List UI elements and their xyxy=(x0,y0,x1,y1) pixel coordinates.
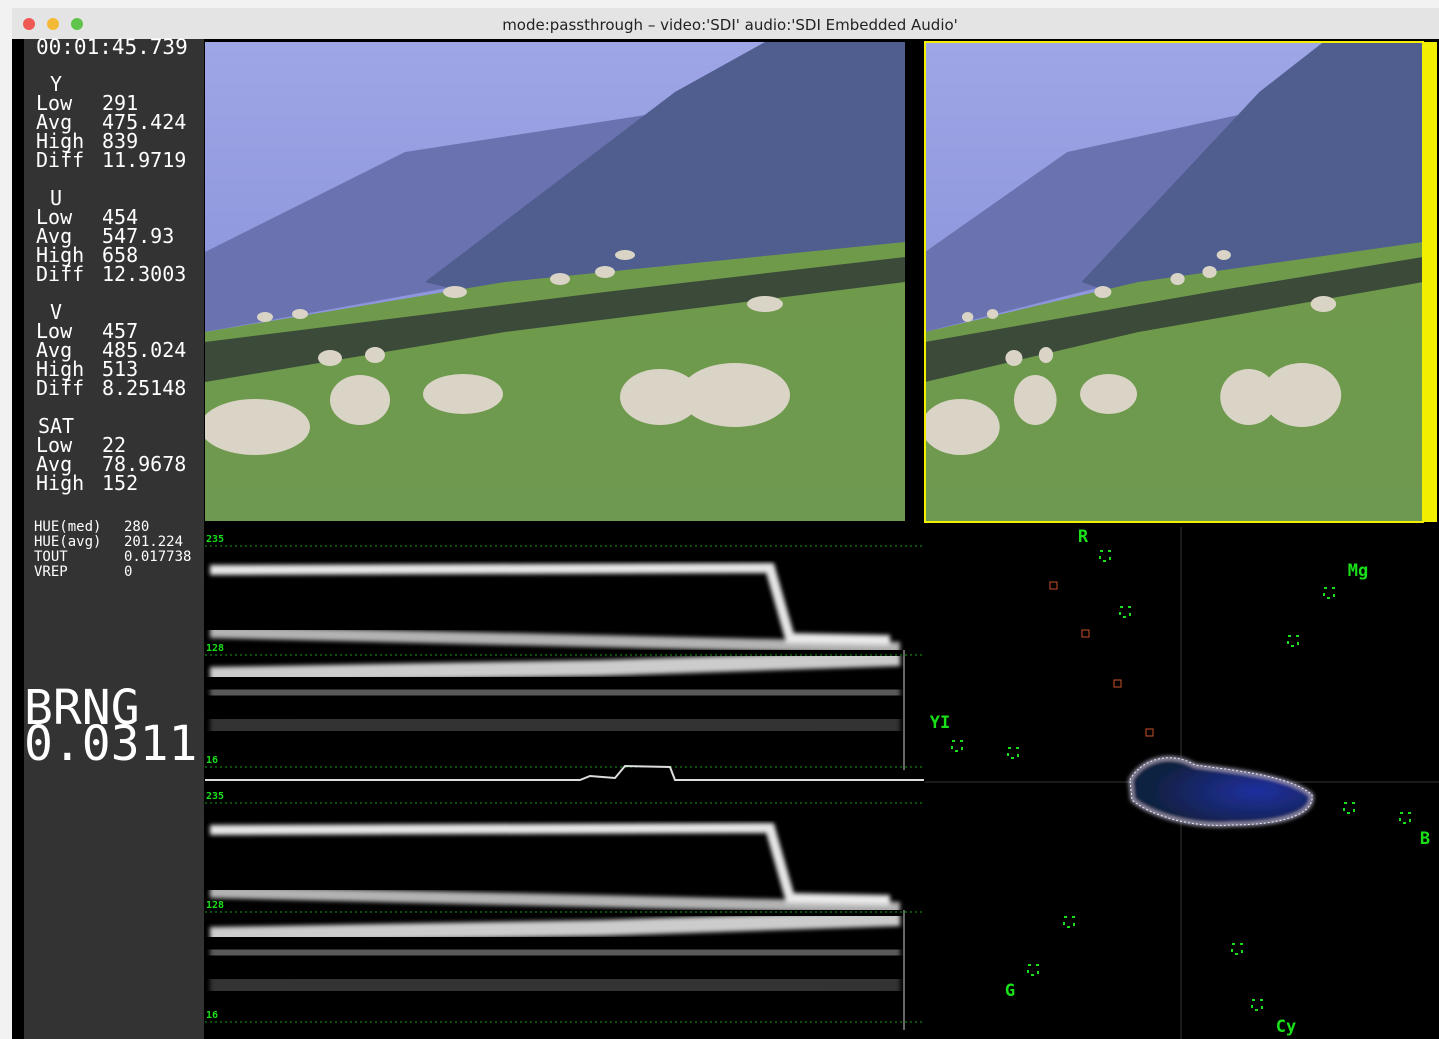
vectorscope-label: G xyxy=(1005,981,1015,1001)
stat-label: Low xyxy=(36,319,73,343)
stat-group-name: Y xyxy=(50,72,62,96)
level-label: 16 xyxy=(206,1010,218,1021)
brng-label: BRNG xyxy=(24,680,140,736)
stat-label: High xyxy=(36,471,84,495)
stat-value: 22 xyxy=(102,433,126,457)
stat-value: 513 xyxy=(102,357,138,381)
brng-value: 0.0311 xyxy=(24,716,197,772)
stats-panel xyxy=(24,39,204,1039)
stat-value: 11.9719 xyxy=(102,148,186,172)
stat-label: Avg xyxy=(36,452,72,476)
vectorscope-label: Cy xyxy=(1276,1017,1296,1037)
level-label: 128 xyxy=(206,643,224,654)
stat-label: HUE(avg) xyxy=(34,534,101,550)
stat-value: 201.224 xyxy=(124,534,183,550)
stat-label: Diff xyxy=(36,148,84,172)
stat-group-name: V xyxy=(50,300,62,324)
stat-value: 475.424 xyxy=(102,110,186,134)
stat-value: 454 xyxy=(102,205,138,229)
zoom-button[interactable] xyxy=(71,18,83,30)
waveform-trace xyxy=(209,910,901,943)
stat-label: High xyxy=(36,243,84,267)
waveform-trace xyxy=(209,562,891,645)
timecode: 00:01:45.739 xyxy=(36,35,188,59)
waveform-trace xyxy=(209,626,901,654)
waveform-trace xyxy=(209,933,901,972)
vectorscope-label: Mg xyxy=(1348,561,1368,581)
stat-value: 485.024 xyxy=(102,338,186,362)
vectorscope xyxy=(925,527,1439,1039)
waveform-trace xyxy=(209,966,901,1004)
level-label: 16 xyxy=(206,755,218,766)
stat-group-name: SAT xyxy=(38,414,74,438)
waveform-trace xyxy=(209,706,901,744)
waveform-trace xyxy=(209,650,901,683)
stat-value: 457 xyxy=(102,319,138,343)
video-output xyxy=(925,42,1423,521)
waveform-trace xyxy=(209,822,891,905)
stat-value: 152 xyxy=(102,471,138,495)
close-button[interactable] xyxy=(23,18,35,30)
stat-label: Avg xyxy=(36,110,72,134)
stat-label: High xyxy=(36,129,84,153)
title-bar xyxy=(12,8,1439,39)
stat-label: Avg xyxy=(36,338,72,362)
waveform-baseline xyxy=(205,764,924,781)
stat-value: 12.3003 xyxy=(102,262,186,286)
stat-value: 547.93 xyxy=(102,224,174,248)
window-title: mode:passthrough – video:'SDI' audio:'SD… xyxy=(502,16,958,34)
level-label: 235 xyxy=(206,791,224,802)
stat-value: 839 xyxy=(102,129,138,153)
waveform-trace xyxy=(209,673,901,712)
stat-value: 280 xyxy=(124,519,149,535)
level-label: 235 xyxy=(206,534,224,545)
minimize-button[interactable] xyxy=(47,18,59,30)
stat-group-name: U xyxy=(50,186,62,210)
stat-value: 658 xyxy=(102,243,138,267)
vectorscope-label: B xyxy=(1420,829,1430,849)
waveform-trace xyxy=(209,886,901,914)
stat-value: 8.25148 xyxy=(102,376,186,400)
vectorscope-label: R xyxy=(1078,527,1089,547)
stat-value: 0 xyxy=(124,564,132,580)
stat-label: Low xyxy=(36,205,73,229)
stat-label: Diff xyxy=(36,376,84,400)
stat-label: HUE(med) xyxy=(34,519,101,535)
waveforms: 235 128 16 235 128 16 xyxy=(205,527,924,1039)
vectorscope-label: YI xyxy=(930,713,950,733)
stat-label: Avg xyxy=(36,224,72,248)
stat-value: 291 xyxy=(102,91,138,115)
video-input xyxy=(205,42,905,521)
stat-label: Low xyxy=(36,91,73,115)
level-label: 128 xyxy=(206,900,224,911)
stat-value: 0.017738 xyxy=(124,549,191,565)
stat-label: Low xyxy=(36,433,73,457)
stat-label: TOUT xyxy=(34,549,68,565)
output-border-bar xyxy=(1423,42,1437,522)
stat-label: Diff xyxy=(36,262,84,286)
stat-label: High xyxy=(36,357,84,381)
stat-label: VREP xyxy=(34,564,68,580)
stat-value: 78.9678 xyxy=(102,452,186,476)
